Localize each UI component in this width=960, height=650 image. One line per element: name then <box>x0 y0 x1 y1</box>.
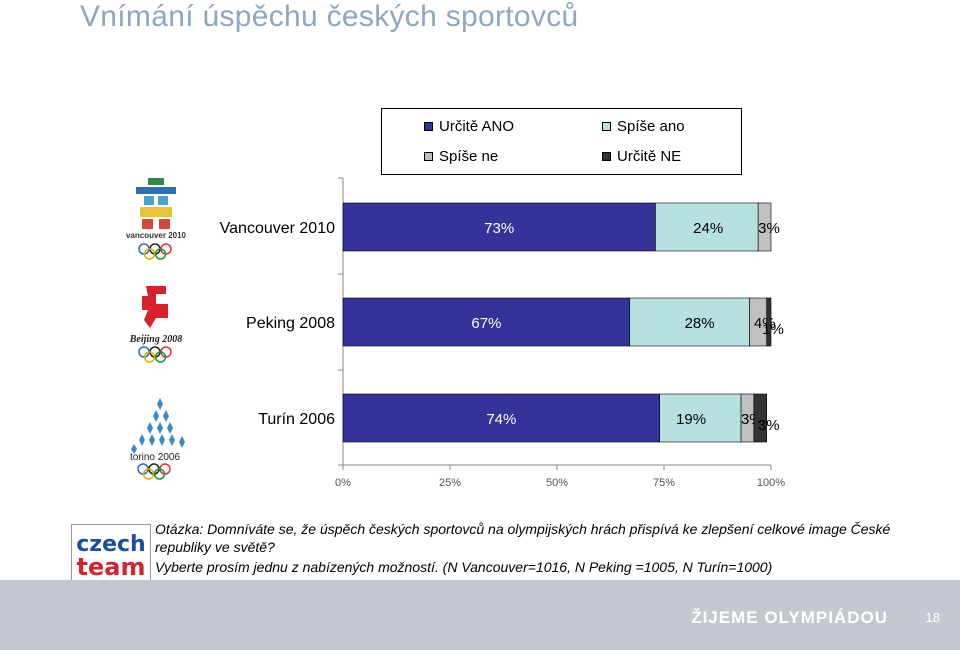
data-label: 3% <box>758 220 780 237</box>
x-tick-label: 25% <box>439 477 461 489</box>
legend-item: Určitě NE <box>602 148 681 165</box>
bar-segment <box>655 202 759 252</box>
data-label: 74% <box>486 411 516 428</box>
chart-legend: Určitě ANO Spíše ano Spíše ne Určitě NE <box>381 108 742 175</box>
sample-note: Vyberte prosím jednu z nabízených možnos… <box>155 559 773 575</box>
bar-segment <box>342 297 631 347</box>
data-label: 19% <box>676 411 706 428</box>
bar-segment <box>342 202 656 252</box>
stacked-bar-chart: 0% 25% 50% 75% 100% Vancouver 2010 73% 24% 3% Pek… <box>220 177 785 489</box>
bar-segment <box>757 202 772 252</box>
category-label: Vancouver 2010 <box>220 220 335 237</box>
legend-item: Určitě ANO <box>424 118 514 135</box>
data-label: 67% <box>471 315 501 332</box>
data-label: 3% <box>758 417 780 434</box>
data-label: 24% <box>693 220 723 237</box>
bar-segment <box>629 297 750 347</box>
bar-segment <box>342 393 661 443</box>
beijing-2008-logo: Beijing 2008 <box>129 286 183 363</box>
legend-swatch <box>424 122 433 131</box>
svg-text:Beijing 2008: Beijing 2008 <box>129 334 183 345</box>
legend-item: Spíše ano <box>602 118 685 135</box>
data-label: 1% <box>762 321 784 338</box>
x-tick-label: 0% <box>335 477 351 489</box>
legend-swatch <box>602 122 611 131</box>
data-label: 73% <box>484 220 514 237</box>
data-label: 28% <box>685 315 715 332</box>
svg-text:torino 2006: torino 2006 <box>130 452 180 463</box>
legend-label: Spíše ano <box>617 118 685 135</box>
vancouver-2010-logo: vancouver 2010 <box>126 178 187 260</box>
category-label: Peking 2008 <box>246 315 335 332</box>
bar-segment <box>659 393 742 443</box>
x-tick-label: 50% <box>546 477 568 489</box>
survey-question: Otázka: Domníváte se, že úspěch českých … <box>155 521 891 555</box>
category-label: Turín 2006 <box>258 411 335 428</box>
footer-band <box>0 580 960 650</box>
legend-label: Určitě ANO <box>439 118 515 135</box>
page-number: 18 <box>925 610 940 625</box>
legend-label: Spíše ne <box>439 148 499 165</box>
footer-slogan: ŽIJEME OLYMPIÁDOU <box>691 608 888 627</box>
legend-swatch <box>602 152 611 161</box>
bar-segment <box>753 393 768 443</box>
x-tick-label: 75% <box>653 477 675 489</box>
page-title: Vnímání úspěchu českých sportovců <box>80 0 579 33</box>
legend-item: Spíše ne <box>424 148 498 165</box>
legend-label: Určitě NE <box>617 148 682 165</box>
bar-segment <box>766 297 772 347</box>
svg-text:vancouver 2010: vancouver 2010 <box>126 231 187 240</box>
torino-2006-logo: torino 2006 <box>130 398 185 480</box>
svg-text:team: team <box>77 553 146 581</box>
svg-text:czech: czech <box>76 532 145 557</box>
legend-swatch <box>424 152 433 161</box>
x-tick-label: 100% <box>757 477 785 489</box>
